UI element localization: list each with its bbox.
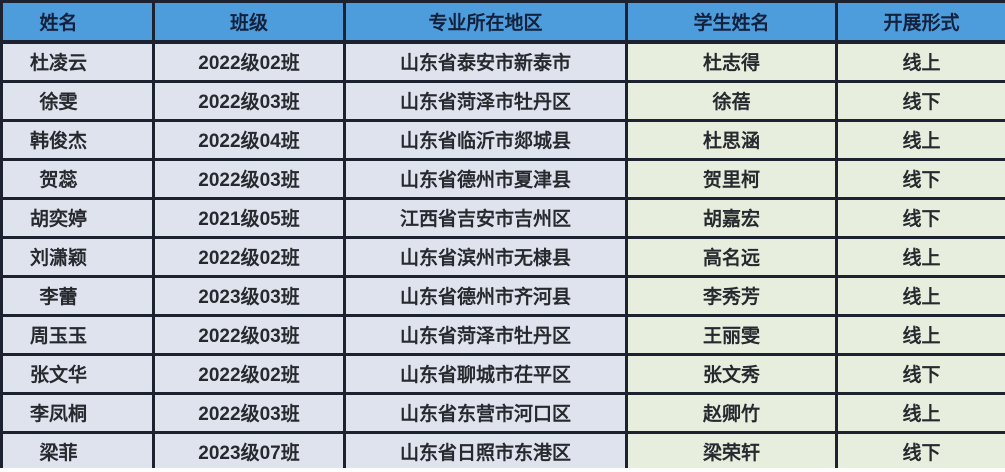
cell-class: 2022级04班 xyxy=(152,118,346,161)
table-row: 张文华 2022级02班 山东省聊城市茌平区 张文秀 线下 xyxy=(0,352,1005,395)
cell-class: 2022级03班 xyxy=(152,157,346,200)
bottom-cutoff-strip xyxy=(0,468,1005,472)
cell-class: 2023级07班 xyxy=(152,430,346,472)
cell-name: 徐雯 xyxy=(0,79,155,122)
cell-region: 山东省东营市河口区 xyxy=(343,391,628,434)
cell-class: 2022级03班 xyxy=(152,391,346,434)
cell-name: 梁菲 xyxy=(0,430,155,472)
cell-region: 山东省聊城市茌平区 xyxy=(343,352,628,395)
cell-region: 山东省泰安市新泰市 xyxy=(343,40,628,83)
cell-format: 线上 xyxy=(835,118,1005,161)
cell-student-name: 王丽雯 xyxy=(625,313,838,356)
cell-student-name: 杜志得 xyxy=(625,40,838,83)
cell-region: 山东省日照市东港区 xyxy=(343,430,628,472)
cell-name: 周玉玉 xyxy=(0,313,155,356)
cell-format: 线下 xyxy=(835,352,1005,395)
cell-student-name: 张文秀 xyxy=(625,352,838,395)
column-header-class: 班级 xyxy=(152,0,346,44)
table-row: 徐雯 2022级03班 山东省菏泽市牡丹区 徐蓓 线下 xyxy=(0,79,1005,122)
cell-class: 2022级02班 xyxy=(152,235,346,278)
table-row: 杜凌云 2022级02班 山东省泰安市新泰市 杜志得 线上 xyxy=(0,40,1005,83)
cell-region: 江西省吉安市吉州区 xyxy=(343,196,628,239)
cell-region: 山东省滨州市无棣县 xyxy=(343,235,628,278)
column-header-region: 专业所在地区 xyxy=(343,0,628,44)
column-header-student-name: 学生姓名 xyxy=(625,0,838,44)
cell-format: 线上 xyxy=(835,235,1005,278)
table-row: 周玉玉 2022级03班 山东省菏泽市牡丹区 王丽雯 线上 xyxy=(0,313,1005,356)
table-row: 梁菲 2023级07班 山东省日照市东港区 梁荣轩 线下 xyxy=(0,430,1005,472)
cell-class: 2023级03班 xyxy=(152,274,346,317)
cell-name: 杜凌云 xyxy=(0,40,155,83)
cell-format: 线上 xyxy=(835,274,1005,317)
cell-region: 山东省临沂市郯城县 xyxy=(343,118,628,161)
table-row: 刘潇颖 2022级02班 山东省滨州市无棣县 高名远 线上 xyxy=(0,235,1005,278)
cell-region: 山东省德州市齐河县 xyxy=(343,274,628,317)
cell-name: 张文华 xyxy=(0,352,155,395)
cell-name: 刘潇颖 xyxy=(0,235,155,278)
cell-format: 线上 xyxy=(835,40,1005,83)
cell-format: 线下 xyxy=(835,79,1005,122)
header-row: 姓名 班级 专业所在地区 学生姓名 开展形式 xyxy=(0,0,1005,44)
cell-region: 山东省菏泽市牡丹区 xyxy=(343,79,628,122)
cell-student-name: 李秀芳 xyxy=(625,274,838,317)
cell-student-name: 梁荣轩 xyxy=(625,430,838,472)
cell-student-name: 贺里柯 xyxy=(625,157,838,200)
table-row: 李凤桐 2022级03班 山东省东营市河口区 赵卿竹 线上 xyxy=(0,391,1005,434)
cell-region: 山东省德州市夏津县 xyxy=(343,157,628,200)
cell-name: 胡奕婷 xyxy=(0,196,155,239)
table-row: 韩俊杰 2022级04班 山东省临沂市郯城县 杜思涵 线上 xyxy=(0,118,1005,161)
cell-name: 李凤桐 xyxy=(0,391,155,434)
cell-format: 线下 xyxy=(835,196,1005,239)
cell-student-name: 杜思涵 xyxy=(625,118,838,161)
column-header-name: 姓名 xyxy=(0,0,155,44)
table-row: 贺蕊 2022级03班 山东省德州市夏津县 贺里柯 线下 xyxy=(0,157,1005,200)
table-row: 李蕾 2023级03班 山东省德州市齐河县 李秀芳 线上 xyxy=(0,274,1005,317)
cell-region: 山东省菏泽市牡丹区 xyxy=(343,313,628,356)
cell-class: 2022级02班 xyxy=(152,40,346,83)
cell-student-name: 高名远 xyxy=(625,235,838,278)
cell-class: 2022级03班 xyxy=(152,79,346,122)
cell-format: 线上 xyxy=(835,313,1005,356)
cell-format: 线下 xyxy=(835,430,1005,472)
cell-class: 2021级05班 xyxy=(152,196,346,239)
cell-name: 李蕾 xyxy=(0,274,155,317)
cell-student-name: 胡嘉宏 xyxy=(625,196,838,239)
cell-format: 线上 xyxy=(835,391,1005,434)
cell-class: 2022级02班 xyxy=(152,352,346,395)
table-row: 胡奕婷 2021级05班 江西省吉安市吉州区 胡嘉宏 线下 xyxy=(0,196,1005,239)
cell-class: 2022级03班 xyxy=(152,313,346,356)
column-header-format: 开展形式 xyxy=(835,0,1005,44)
cell-student-name: 赵卿竹 xyxy=(625,391,838,434)
cell-name: 韩俊杰 xyxy=(0,118,155,161)
cell-name: 贺蕊 xyxy=(0,157,155,200)
cell-student-name: 徐蓓 xyxy=(625,79,838,122)
cell-format: 线下 xyxy=(835,157,1005,200)
